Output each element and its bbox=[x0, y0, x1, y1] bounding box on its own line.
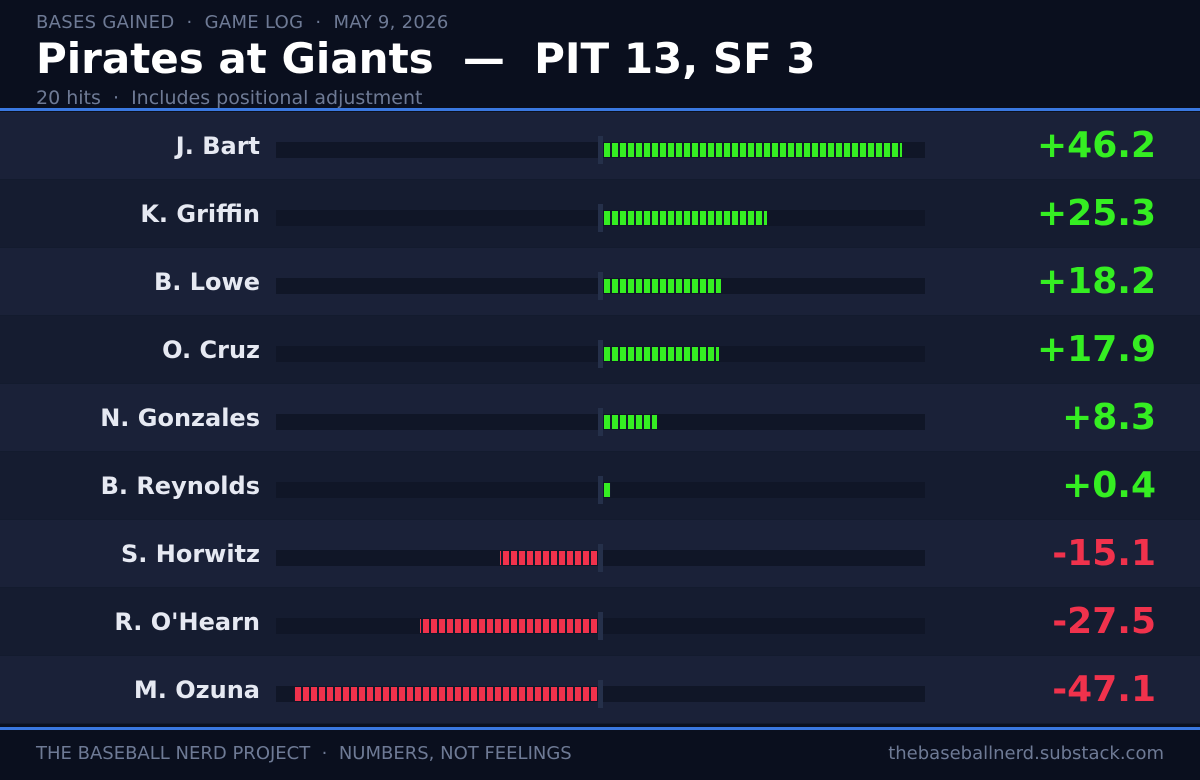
positive-bar bbox=[604, 483, 611, 497]
chart-row: K. Griffin +25.3 bbox=[0, 180, 1200, 248]
positive-bar bbox=[604, 143, 902, 157]
player-name: S. Horwitz bbox=[120, 540, 260, 568]
player-name: K. Griffin bbox=[140, 200, 260, 228]
player-name: N. Gonzales bbox=[100, 404, 260, 432]
zero-axis bbox=[598, 272, 603, 300]
positive-bar bbox=[604, 415, 657, 429]
chart-row: J. Bart +46.2 bbox=[0, 112, 1200, 180]
zero-axis bbox=[598, 544, 603, 572]
player-name: M. Ozuna bbox=[133, 676, 260, 704]
player-name: B. Reynolds bbox=[100, 472, 260, 500]
zero-axis bbox=[598, 476, 603, 504]
footer-url: thebaseballnerd.substack.com bbox=[888, 743, 1164, 764]
value-label: -47.1 bbox=[1052, 669, 1156, 710]
value-label: +17.9 bbox=[1037, 329, 1156, 370]
chart-row: M. Ozuna -47.1 bbox=[0, 656, 1200, 724]
negative-bar bbox=[500, 551, 597, 565]
value-label: -27.5 bbox=[1052, 601, 1156, 642]
value-label: -15.1 bbox=[1052, 533, 1156, 574]
kicker: BASES GAINED · GAME LOG · MAY 9, 2026 bbox=[36, 12, 449, 33]
zero-axis bbox=[598, 408, 603, 436]
zero-axis bbox=[598, 612, 603, 640]
chart-rows: J. Bart +46.2 K. Griffin +25.3 B. Lowe +18.2 O… bbox=[0, 112, 1200, 727]
value-label: +25.3 bbox=[1037, 193, 1156, 234]
zero-axis bbox=[598, 680, 603, 708]
chart-row: O. Cruz +17.9 bbox=[0, 316, 1200, 384]
chart-row: B. Reynolds +0.4 bbox=[0, 452, 1200, 520]
footer-divider bbox=[0, 727, 1200, 730]
player-name: J. Bart bbox=[175, 132, 260, 160]
chart-title: Pirates at Giants — PIT 13, SF 3 bbox=[36, 34, 816, 83]
negative-bar bbox=[420, 619, 597, 633]
zero-axis bbox=[598, 204, 603, 232]
chart-row: B. Lowe +18.2 bbox=[0, 248, 1200, 316]
positive-bar bbox=[604, 211, 767, 225]
zero-axis bbox=[598, 136, 603, 164]
footer: THE BASEBALL NERD PROJECT · NUMBERS, NOT… bbox=[0, 730, 1200, 780]
header: BASES GAINED · GAME LOG · MAY 9, 2026 Pi… bbox=[0, 0, 1200, 109]
value-label: +18.2 bbox=[1037, 261, 1156, 302]
value-label: +8.3 bbox=[1062, 397, 1156, 438]
header-divider bbox=[0, 108, 1200, 111]
value-label: +46.2 bbox=[1037, 125, 1156, 166]
player-name: O. Cruz bbox=[162, 336, 260, 364]
negative-bar bbox=[294, 687, 597, 701]
positive-bar bbox=[604, 279, 721, 293]
chart-row: S. Horwitz -15.1 bbox=[0, 520, 1200, 588]
player-name: R. O'Hearn bbox=[114, 608, 260, 636]
value-label: +0.4 bbox=[1062, 465, 1156, 506]
chart-row: R. O'Hearn -27.5 bbox=[0, 588, 1200, 656]
footer-tagline: THE BASEBALL NERD PROJECT · NUMBERS, NOT… bbox=[36, 743, 572, 764]
chart-row: N. Gonzales +8.3 bbox=[0, 384, 1200, 452]
positive-bar bbox=[604, 347, 719, 361]
player-name: B. Lowe bbox=[154, 268, 260, 296]
chart-subtitle: 20 hits · Includes positional adjustment bbox=[36, 87, 423, 109]
zero-axis bbox=[598, 340, 603, 368]
